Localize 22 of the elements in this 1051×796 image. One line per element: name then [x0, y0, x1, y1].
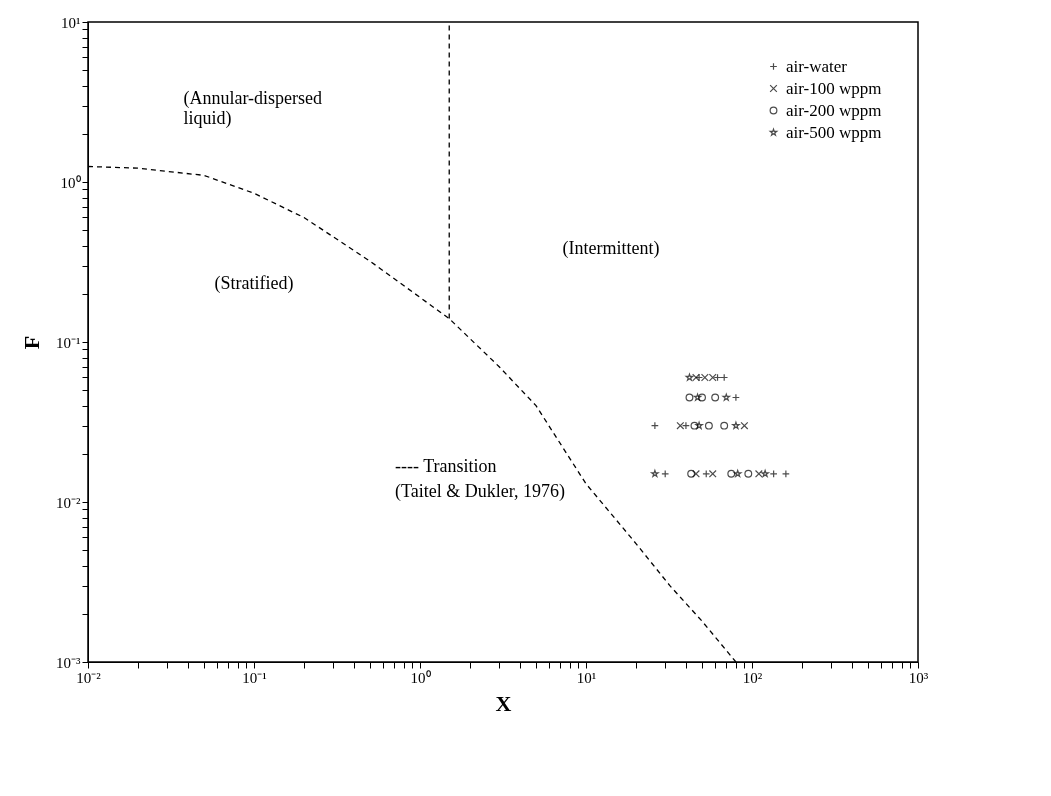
legend-label: air-500 wppm	[786, 122, 882, 142]
legend-label: air-200 wppm	[786, 100, 882, 120]
annotation: (Intermittent)	[562, 238, 660, 260]
x-axis-title: X	[495, 690, 512, 716]
y-tick-label: 10¹	[61, 14, 81, 31]
x-tick-label: 10¹	[576, 669, 597, 686]
x-tick-label: 10³	[908, 669, 929, 686]
y-tick-label: 10⁻²	[56, 494, 81, 511]
x-tick-label: 10⁰	[410, 669, 431, 686]
y-tick-label: 10⁻¹	[56, 334, 81, 351]
legend-label: air-water	[786, 56, 848, 76]
x-tick-label: 10⁻¹	[242, 669, 267, 686]
annotation: (Taitel & Dukler, 1976)	[395, 481, 566, 503]
legend-label: air-100 wppm	[786, 78, 882, 98]
y-tick-label: 10⁻³	[56, 654, 81, 671]
x-tick-label: 10⁻²	[76, 669, 102, 686]
y-tick-label: 10⁰	[60, 174, 81, 191]
annotation: ---- Transition	[395, 455, 497, 476]
y-axis-title: F	[19, 335, 44, 350]
annotation: (Stratified)	[214, 273, 294, 295]
annotation: (Annular-dispersed liquid)	[183, 87, 323, 129]
x-tick-label: 10²	[742, 669, 763, 686]
